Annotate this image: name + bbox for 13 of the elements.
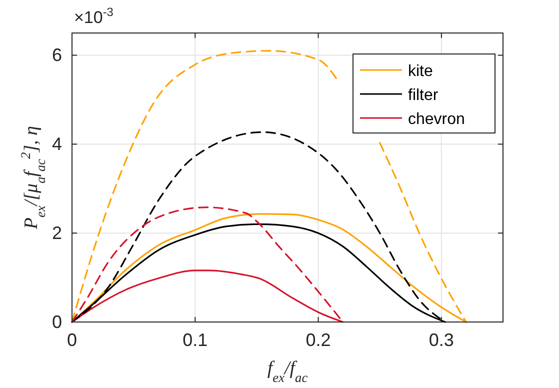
x-tick-label: 0.3 — [428, 330, 454, 350]
legend-label: kite — [408, 63, 433, 80]
x-axis-title: f$_{ex}$/f$_{ac}$ — [267, 358, 308, 384]
y-tick-label: 6 — [52, 45, 62, 66]
y-tick-label: 4 — [52, 134, 62, 154]
y-tick-label: 2 — [52, 223, 62, 244]
x-tick-label: 0.2 — [306, 330, 331, 350]
legend-label: chevron — [408, 111, 465, 128]
legend-label: filter — [408, 87, 439, 104]
x-tick-label: 0 — [66, 330, 78, 350]
y-tick-label: 0 — [52, 312, 62, 332]
text: ×10$^{-3}$ — [74, 5, 114, 27]
x-tick-label: 0.1 — [182, 330, 208, 350]
